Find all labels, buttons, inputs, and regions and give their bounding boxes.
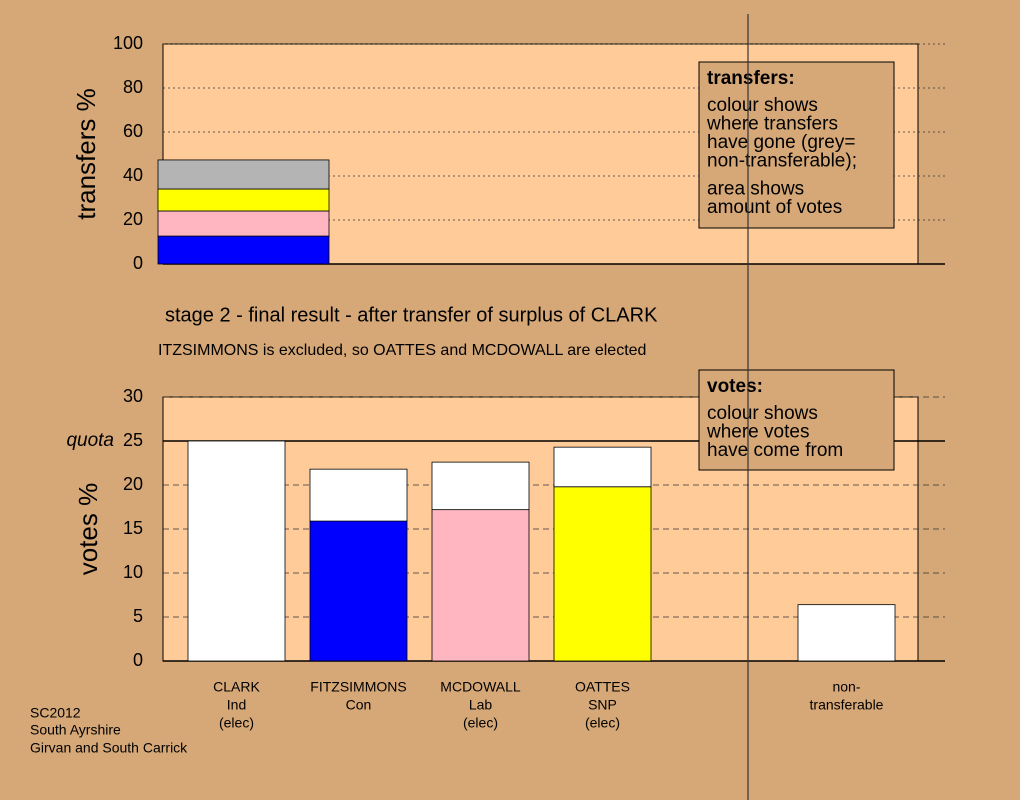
y-tick-label: 40 <box>123 165 143 185</box>
x-tick-label: OATTES <box>575 679 630 695</box>
bar-segment <box>309 520 408 662</box>
note-title: votes: <box>707 376 763 397</box>
footer: SC2012 <box>30 705 81 721</box>
y-tick-label: 0 <box>133 253 143 273</box>
y-axis-label: transfers % <box>71 88 101 220</box>
note-line: where votes <box>706 422 809 443</box>
stage-title: stage 2 - final result - after transfer … <box>165 304 658 326</box>
x-tick-label: Ind <box>227 697 246 713</box>
bar-segment <box>431 509 530 662</box>
y-tick-label: 60 <box>123 121 143 141</box>
bar-segment <box>157 188 330 212</box>
note-line: non-transferable); <box>707 151 857 172</box>
note-title: transfers: <box>707 68 795 89</box>
x-tick-label: MCDOWALL <box>440 679 521 695</box>
bar-segment <box>797 604 896 662</box>
y-tick-label: 20 <box>123 474 143 494</box>
y-tick-label: 15 <box>123 518 143 538</box>
x-tick-label: Lab <box>469 697 493 713</box>
y-tick-label: 25 <box>123 430 143 450</box>
y-tick-label: 20 <box>123 209 143 229</box>
x-tick-label: SNP <box>588 697 617 713</box>
x-tick-label: non- <box>832 679 860 695</box>
y-tick-label: 80 <box>123 77 143 97</box>
note-line: colour shows <box>707 403 818 424</box>
note-line: amount of votes <box>707 197 842 218</box>
y-tick-label: 10 <box>123 562 143 582</box>
x-tick-label: transferable <box>810 697 884 713</box>
bar-segment <box>157 235 330 265</box>
y-axis-label: votes % <box>73 483 103 576</box>
note-box <box>698 369 895 471</box>
quota-label: quota <box>66 430 114 451</box>
x-tick-label: (elec) <box>219 715 254 731</box>
bar-segment <box>553 446 652 488</box>
x-tick-label: (elec) <box>585 715 620 731</box>
stage-note: ITZSIMMONS is excluded, so OATTES and MC… <box>158 342 646 359</box>
footer: South Ayrshire <box>30 722 121 738</box>
x-tick-label: FITZSIMMONS <box>310 679 406 695</box>
bar-segment <box>553 486 652 662</box>
bar-segment <box>431 461 530 511</box>
y-tick-label: 0 <box>133 650 143 670</box>
y-tick-label: 30 <box>123 386 143 406</box>
bar-segment <box>187 440 286 662</box>
bar-segment <box>157 210 330 237</box>
bar-segment <box>157 159 330 190</box>
x-tick-label: CLARK <box>213 679 260 695</box>
note-line: colour shows <box>707 95 818 116</box>
note-box <box>698 61 895 229</box>
x-tick-label: Con <box>346 697 372 713</box>
note-line: where transfers <box>706 114 838 135</box>
note-line: have come from <box>707 440 843 461</box>
footer: Girvan and South Carrick <box>30 740 188 756</box>
y-tick-label: 100 <box>113 33 143 53</box>
y-tick-label: 5 <box>133 606 143 626</box>
note-line: have gone (grey= <box>707 132 855 153</box>
bar-segment <box>309 468 408 522</box>
x-tick-label: (elec) <box>463 715 498 731</box>
note-line: area shows <box>707 179 804 200</box>
